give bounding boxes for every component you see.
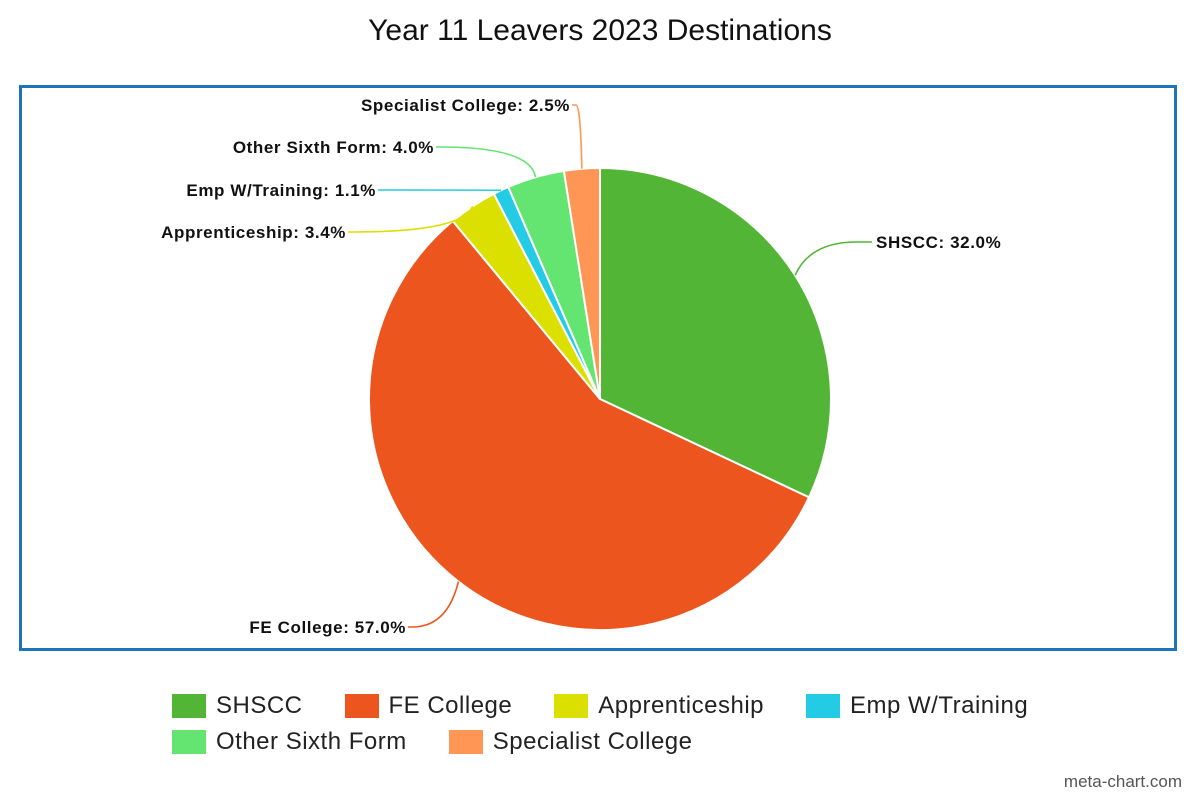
legend-swatch <box>806 694 841 718</box>
chart-title: Year 11 Leavers 2023 Destinations <box>368 14 832 47</box>
slice-label: Specialist College: 2.5% <box>361 96 570 115</box>
slice-label: SHSCC: 32.0% <box>876 233 1001 252</box>
legend-label: Emp W/Training <box>850 692 1029 719</box>
legend-swatch <box>172 730 206 754</box>
legend-swatch <box>554 694 589 718</box>
slice-label: FE College: 57.0% <box>249 618 406 637</box>
legend-label: FE College <box>388 692 513 719</box>
legend-label: Specialist College <box>492 728 693 755</box>
slice-label: Apprenticeship: 3.4% <box>161 223 346 242</box>
label-connector <box>794 241 872 276</box>
plot-frame <box>19 85 1177 651</box>
label-connector <box>408 581 460 628</box>
legend: SHSCC FE College Apprenticeship Emp W/Tr… <box>172 688 1072 760</box>
slice-label: Other Sixth Form: 4.0% <box>233 138 434 157</box>
pie-slice-shscc[interactable] <box>599 166 832 499</box>
slice-label: Emp W/Training: 1.1% <box>186 181 376 200</box>
legend-label: Apprenticeship <box>598 692 765 719</box>
legend-swatch <box>448 730 483 754</box>
legend-item-other-sixth-form[interactable]: Other Sixth Form <box>172 728 407 756</box>
legend-swatch <box>344 694 379 718</box>
label-connector <box>348 205 474 233</box>
legend-item-specialist-college[interactable]: Specialist College <box>448 728 693 756</box>
legend-item-emp-w-training[interactable]: Emp W/Training <box>806 692 1028 720</box>
credit-link[interactable]: meta-chart.com <box>1063 772 1182 791</box>
label-connector <box>436 146 537 178</box>
legend-item-shscc[interactable]: SHSCC <box>172 692 303 720</box>
pie-slice-specialist-college[interactable] <box>562 166 601 400</box>
legend-item-fe-college[interactable]: FE College <box>344 692 513 720</box>
legend-label: Other Sixth Form <box>216 728 407 755</box>
legend-item-apprenticeship[interactable]: Apprenticeship <box>554 692 764 720</box>
label-connector <box>572 104 583 169</box>
legend-swatch <box>172 694 206 718</box>
pie-slice-fe-college[interactable] <box>368 219 811 631</box>
legend-label: SHSCC <box>216 692 303 719</box>
